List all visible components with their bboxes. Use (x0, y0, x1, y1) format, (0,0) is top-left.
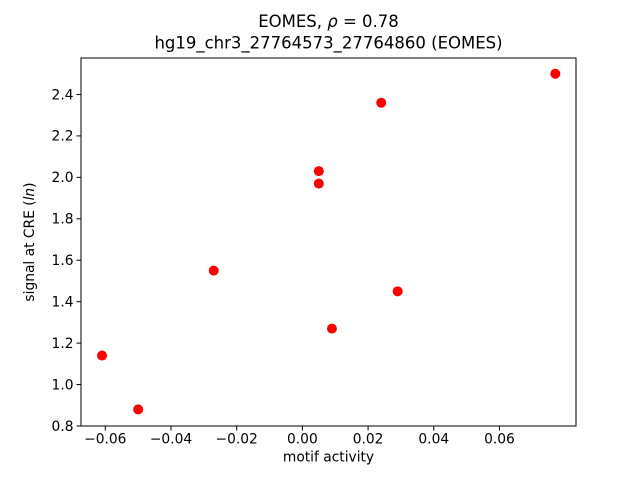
x-tick-label: −0.04 (150, 432, 192, 448)
y-axis-label-suffix: ) (22, 182, 38, 187)
scatter-point (376, 97, 387, 108)
x-tick-label: 0.04 (418, 432, 449, 448)
x-axis-label: motif activity (283, 450, 374, 466)
chart-title-rho-symbol: ρ (327, 12, 338, 31)
plot-area-border (80, 57, 577, 427)
y-axis-label-prefix: signal at CRE ( (22, 200, 38, 301)
scatter-point (392, 286, 403, 297)
data-points (97, 68, 561, 415)
scatter-point (133, 404, 144, 415)
scatter-point (326, 323, 337, 334)
y-axis-label: signal at CRE (ln) (22, 182, 38, 301)
chart-subtitle: hg19_chr3_27764573_27764860 (EOMES) (154, 34, 502, 54)
scatter-point (208, 265, 219, 276)
y-tick-label: 2.2 (52, 129, 74, 145)
y-axis-ticks: 0.8 1.0 1.2 1.4 1.6 1.8 2.0 2.2 2.4 (52, 87, 81, 435)
scatter-point (550, 68, 561, 79)
x-tick-label: 0.00 (287, 432, 318, 448)
x-tick-label: 0.06 (484, 432, 515, 448)
y-tick-label: 1.2 (52, 336, 74, 352)
y-tick-label: 0.8 (52, 419, 74, 435)
x-axis-ticks: −0.06 −0.04 −0.02 0.00 0.02 0.04 0.06 (84, 426, 515, 448)
scatter-point (97, 350, 108, 361)
chart-title: EOMES, ρ = 0.78 (258, 12, 399, 31)
x-tick-label: −0.02 (216, 432, 258, 448)
scatter-point (313, 166, 324, 177)
y-tick-label: 2.0 (52, 170, 74, 186)
y-tick-label: 2.4 (52, 87, 74, 103)
x-tick-label: 0.02 (353, 432, 384, 448)
scatter-point (313, 178, 324, 189)
y-tick-label: 1.4 (52, 294, 74, 310)
y-tick-label: 1.0 (52, 377, 74, 393)
x-tick-label: −0.06 (84, 432, 126, 448)
chart-title-prefix: EOMES, (258, 12, 327, 31)
y-tick-label: 1.6 (52, 253, 74, 269)
y-tick-label: 1.8 (52, 212, 74, 228)
y-axis-label-ln-italic: ln (22, 188, 38, 201)
chart-title-suffix: = 0.78 (338, 12, 399, 31)
